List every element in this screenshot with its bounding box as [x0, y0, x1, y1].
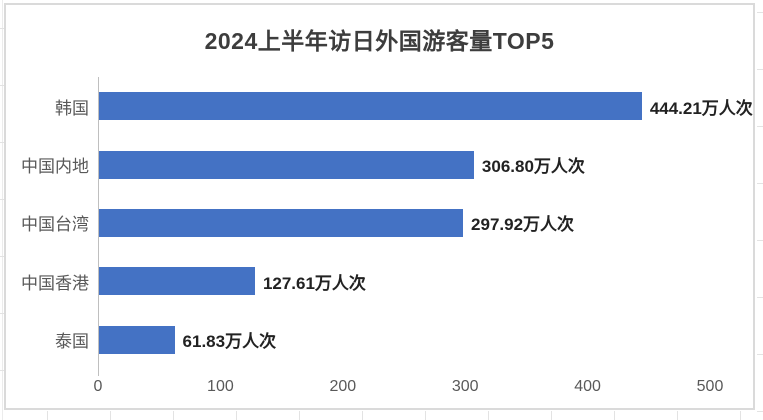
x-tick-label: 400	[574, 378, 601, 395]
plot-area: 韩国 444.21万人次中国内地 306.80万人次中国台湾 297.92万人次中国香…	[6, 77, 753, 369]
x-tick-label: 0	[93, 378, 103, 395]
x-tick-label: 100	[207, 378, 234, 395]
chart-object[interactable]: 2024上半年访日外国游客量TOP5 韩国 444.21万人次中国内地 306.80…	[4, 3, 755, 410]
bar-1[interactable]	[99, 92, 642, 121]
sheet-gridlines-bottom	[47, 411, 763, 420]
category-label: 中国内地	[21, 157, 89, 177]
bar-2[interactable]	[99, 150, 474, 179]
sheet-gridlines-right	[757, 12, 763, 420]
sheet-gridlines-left	[0, 28, 5, 420]
x-tick-label: 300	[451, 378, 479, 395]
x-axis: 0 100 200 300 400 500	[94, 378, 724, 400]
x-tick-label: 200	[329, 378, 357, 395]
bar-3[interactable]	[99, 208, 464, 237]
bar-row: 中国台湾 297.92万人次	[21, 194, 710, 252]
bar-row: 韩国 444.21万人次	[55, 77, 753, 135]
chart-title: 2024上半年访日外国游客量TOP5	[204, 28, 555, 54]
category-label: 中国香港	[21, 273, 89, 293]
bar-5[interactable]	[99, 325, 175, 354]
axis-zero-tick	[98, 369, 99, 376]
bar-row: 中国香港 127.61万人次	[21, 252, 710, 310]
data-label: 306.80万人次	[481, 157, 585, 177]
data-label: 444.21万人次	[649, 98, 753, 118]
category-label: 韩国	[55, 98, 89, 118]
data-label: 61.83万人次	[182, 332, 277, 352]
category-label: 泰国	[55, 332, 89, 352]
data-label: 127.61万人次	[262, 273, 366, 293]
category-label: 中国台湾	[21, 215, 89, 235]
x-tick-label: 500	[696, 378, 724, 395]
bar-row: 中国内地 306.80万人次	[21, 135, 710, 193]
data-label: 297.92万人次	[471, 215, 575, 235]
bar-4[interactable]	[99, 267, 255, 296]
bar-row: 泰国 61.83万人次	[55, 311, 710, 369]
bar-rows-container: 韩国 444.21万人次中国内地 306.80万人次中国台湾 297.92万人次中国香…	[21, 77, 753, 369]
